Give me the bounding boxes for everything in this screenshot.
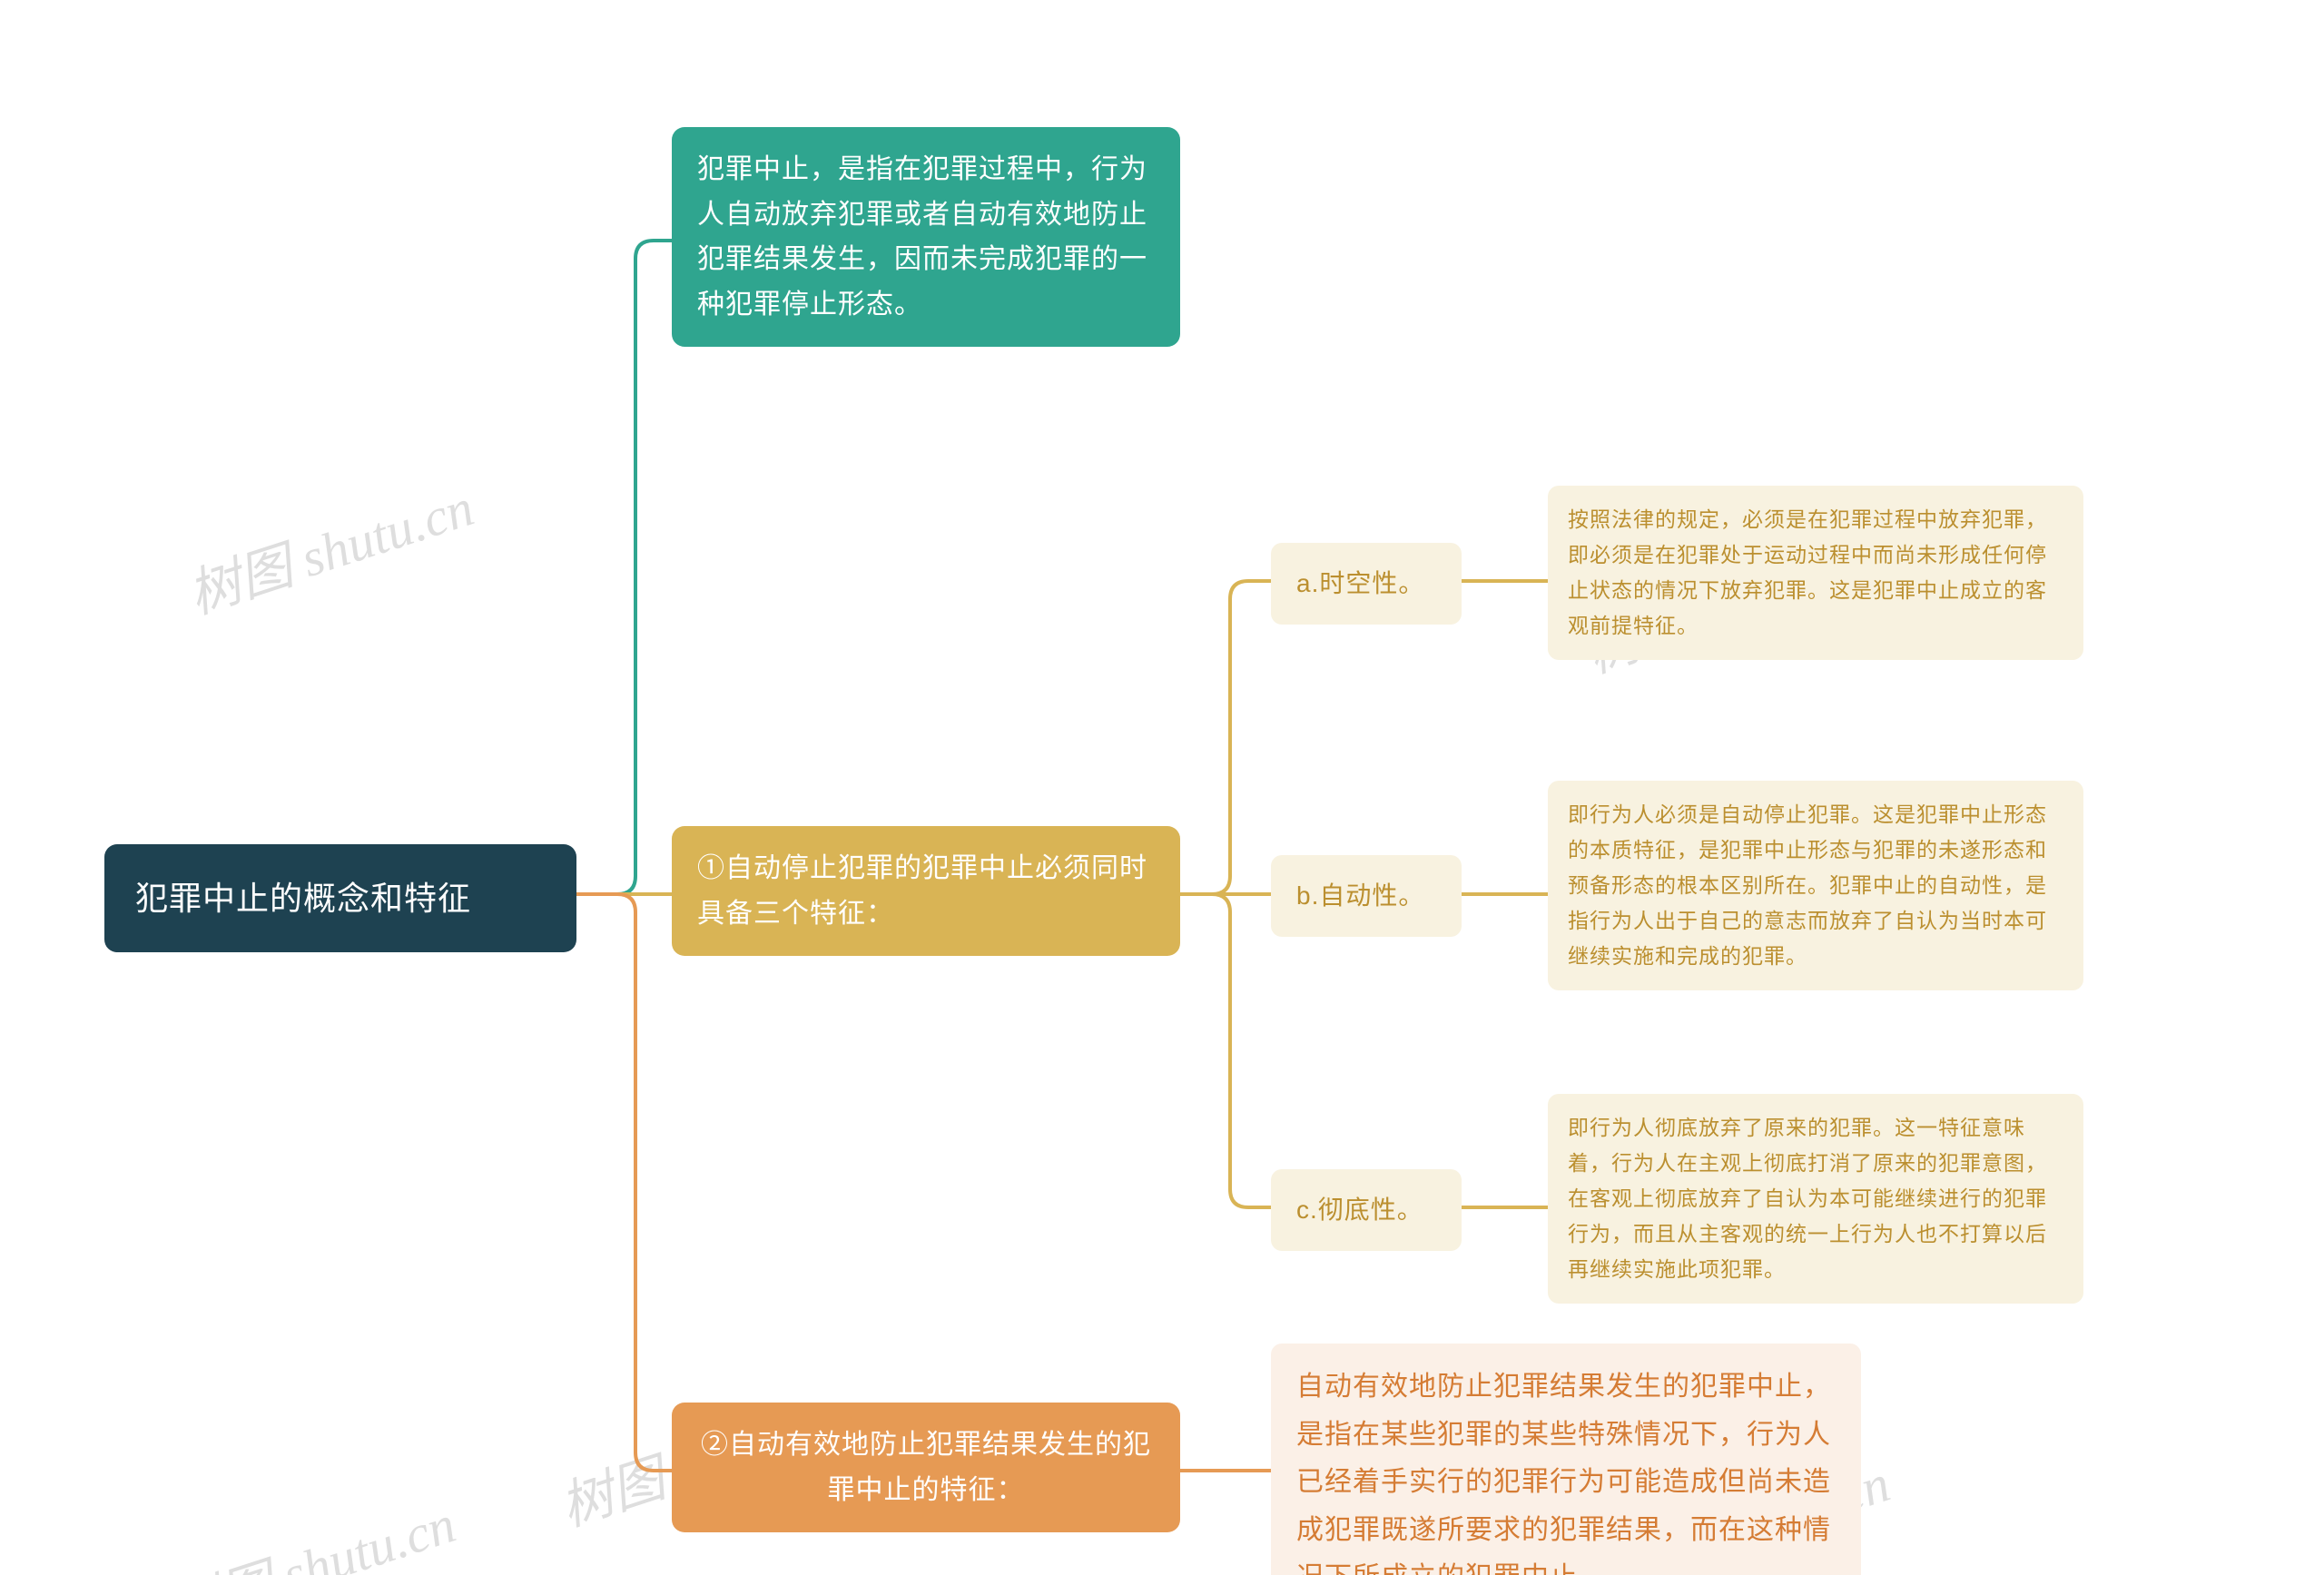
branch-three-features-text: ①自动停止犯罪的犯罪中止必须同时具备三个特征： bbox=[697, 853, 1147, 929]
branch-effective-prevention: ②自动有效地防止犯罪结果发生的犯罪中止的特征： bbox=[672, 1403, 1180, 1532]
branch-definition: 犯罪中止，是指在犯罪过程中，行为人自动放弃犯罪或者自动有效地防止犯罪结果发生，因… bbox=[672, 127, 1180, 347]
watermark: 树图 shutu.cn bbox=[177, 465, 481, 628]
watermark: 树图 shutu.cn bbox=[159, 1481, 463, 1575]
feature-b-title: b.自动性。 bbox=[1271, 855, 1462, 937]
feature-a-desc: 按照法律的规定，必须是在犯罪过程中放弃犯罪，即必须是在犯罪处于运动过程中而尚未形… bbox=[1548, 486, 2083, 660]
edge-root-branch1 bbox=[576, 241, 672, 894]
edge-branch2-a bbox=[1180, 581, 1271, 894]
branch-effective-prevention-text: ②自动有效地防止犯罪结果发生的犯罪中止的特征： bbox=[701, 1430, 1151, 1505]
feature-c-title-text: c.彻底性。 bbox=[1296, 1196, 1423, 1224]
feature-b-desc: 即行为人必须是自动停止犯罪。这是犯罪中止形态的本质特征，是犯罪中止形态与犯罪的未… bbox=[1548, 781, 2083, 990]
feature-a-desc-text: 按照法律的规定，必须是在犯罪过程中放弃犯罪，即必须是在犯罪处于运动过程中而尚未形… bbox=[1568, 507, 2047, 637]
feature-b-title-text: b.自动性。 bbox=[1296, 881, 1424, 910]
branch-three-features: ①自动停止犯罪的犯罪中止必须同时具备三个特征： bbox=[672, 826, 1180, 956]
feature-c-title: c.彻底性。 bbox=[1271, 1169, 1462, 1251]
feature-a-title-text: a.时空性。 bbox=[1296, 569, 1424, 597]
feature-a-title: a.时空性。 bbox=[1271, 543, 1462, 625]
root-label: 犯罪中止的概念和特征 bbox=[135, 880, 471, 917]
effective-prevention-desc: 自动有效地防止犯罪结果发生的犯罪中止，是指在某些犯罪的某些特殊情况下，行为人已经… bbox=[1271, 1344, 1861, 1575]
effective-prevention-desc-text: 自动有效地防止犯罪结果发生的犯罪中止，是指在某些犯罪的某些特殊情况下，行为人已经… bbox=[1296, 1372, 1831, 1575]
edge-root-branch3 bbox=[576, 894, 672, 1471]
branch-definition-text: 犯罪中止，是指在犯罪过程中，行为人自动放弃犯罪或者自动有效地防止犯罪结果发生，因… bbox=[697, 154, 1147, 320]
edge-branch2-c bbox=[1180, 894, 1271, 1207]
feature-b-desc-text: 即行为人必须是自动停止犯罪。这是犯罪中止形态的本质特征，是犯罪中止形态与犯罪的未… bbox=[1568, 802, 2047, 968]
root-node: 犯罪中止的概念和特征 bbox=[104, 844, 576, 952]
feature-c-desc-text: 即行为人彻底放弃了原来的犯罪。这一特征意味着，行为人在主观上彻底打消了原来的犯罪… bbox=[1568, 1116, 2047, 1281]
feature-c-desc: 即行为人彻底放弃了原来的犯罪。这一特征意味着，行为人在主观上彻底打消了原来的犯罪… bbox=[1548, 1094, 2083, 1304]
